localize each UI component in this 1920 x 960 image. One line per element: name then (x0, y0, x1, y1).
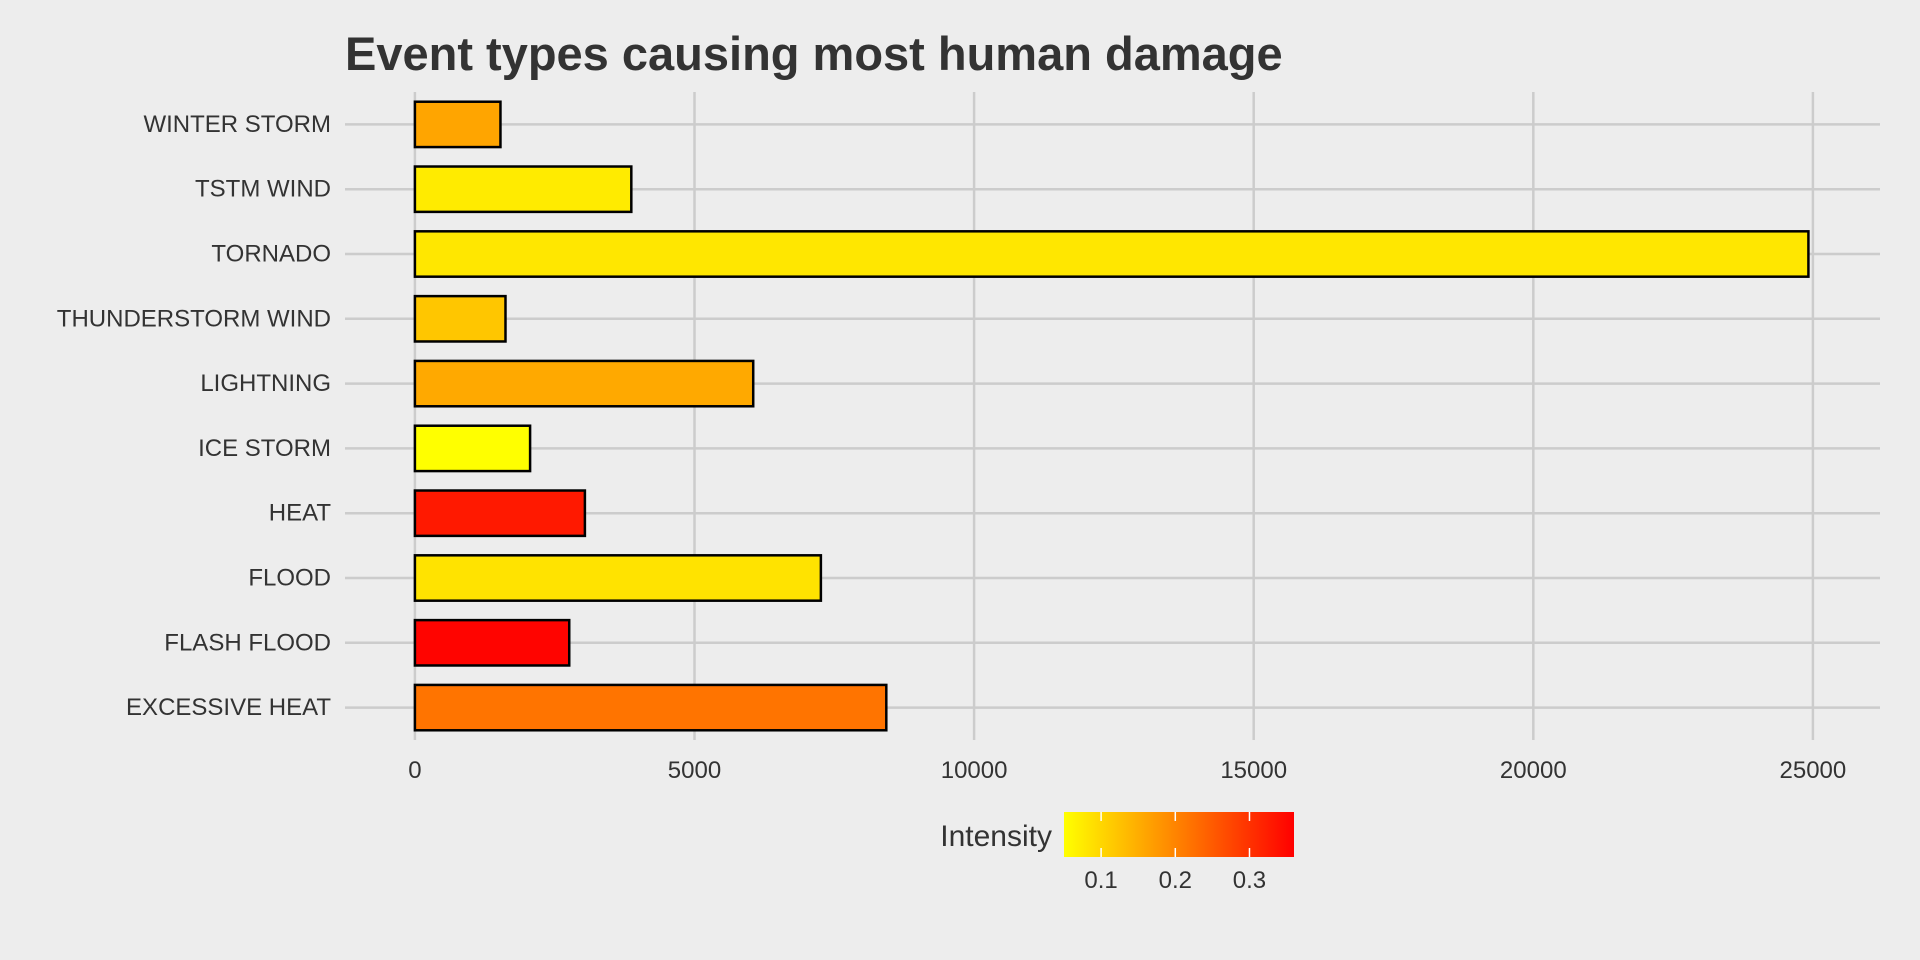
y-tick-label: ICE STORM (198, 435, 331, 462)
y-tick-label: LIGHTNING (200, 370, 331, 397)
bar-thunderstorm-wind (413, 294, 507, 343)
x-tick-label: 10000 (941, 757, 1008, 784)
y-axis-labels: EXCESSIVE HEAT FLASH FLOOD FLOOD HEAT ICE ST… (57, 111, 332, 721)
x-tick-label: 15000 (1220, 757, 1287, 784)
bar-tornado (413, 230, 1810, 278)
legend-tick-label: 0.3 (1233, 867, 1266, 894)
y-tick-label: THUNDERSTORM WIND (57, 305, 331, 332)
x-axis-labels: 0 5000 10000 15000 20000 25000 (408, 757, 1846, 784)
y-tick-label: TSTM WIND (195, 176, 331, 203)
legend-title: Intensity (940, 820, 1052, 853)
bars (413, 100, 1810, 732)
x-tick-label: 0 (408, 757, 421, 784)
y-tick-label: FLASH FLOOD (164, 629, 331, 656)
x-tick-label: 5000 (668, 757, 721, 784)
bar-flash-flood (413, 618, 571, 667)
legend-tick-label: 0.2 (1159, 867, 1192, 894)
bar-ice-storm (413, 424, 532, 473)
bar-lightning (413, 359, 755, 408)
chart-title: Event types causing most human damage (345, 27, 1283, 80)
bar-tstm-wind (413, 165, 633, 214)
legend-colorbar (1064, 812, 1294, 857)
x-tick-label: 20000 (1500, 757, 1567, 784)
bar-heat (413, 489, 587, 538)
bar-winter-storm (413, 100, 502, 149)
x-tick-label: 25000 (1780, 757, 1847, 784)
bar-flood (413, 554, 823, 602)
y-tick-label: EXCESSIVE HEAT (126, 694, 331, 721)
legend: Intensity 0.1 0.2 0.3 (940, 812, 1294, 894)
y-tick-label: FLOOD (248, 565, 331, 592)
y-tick-label: HEAT (269, 500, 332, 527)
y-tick-label: TORNADO (211, 241, 331, 268)
legend-tick-label: 0.1 (1084, 867, 1117, 894)
y-tick-label: WINTER STORM (143, 111, 331, 138)
bar-excessive-heat (413, 683, 888, 732)
